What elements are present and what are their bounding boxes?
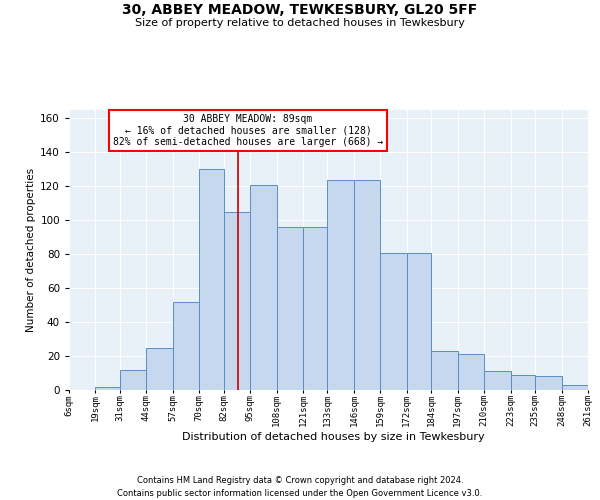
Bar	[120, 370, 146, 390]
Text: Size of property relative to detached houses in Tewkesbury: Size of property relative to detached ho…	[135, 18, 465, 28]
Bar	[303, 227, 328, 390]
Bar	[328, 180, 354, 390]
Bar	[250, 184, 277, 390]
Text: 30, ABBEY MEADOW, TEWKESBURY, GL20 5FF: 30, ABBEY MEADOW, TEWKESBURY, GL20 5FF	[122, 2, 478, 16]
Bar	[173, 302, 199, 390]
Bar	[146, 348, 173, 390]
Y-axis label: Number of detached properties: Number of detached properties	[26, 168, 36, 332]
Bar	[458, 354, 484, 390]
Text: Contains public sector information licensed under the Open Government Licence v3: Contains public sector information licen…	[118, 489, 482, 498]
Bar	[354, 180, 380, 390]
Bar	[199, 170, 224, 390]
Bar	[535, 376, 562, 390]
Bar	[484, 372, 511, 390]
Bar	[277, 227, 303, 390]
Bar	[431, 351, 458, 390]
Bar	[562, 385, 588, 390]
Bar	[407, 252, 431, 390]
Bar	[95, 386, 120, 390]
Text: 30 ABBEY MEADOW: 89sqm
← 16% of detached houses are smaller (128)
82% of semi-de: 30 ABBEY MEADOW: 89sqm ← 16% of detached…	[113, 114, 383, 148]
Bar	[380, 252, 407, 390]
Bar	[224, 212, 250, 390]
Bar	[511, 374, 535, 390]
Text: Contains HM Land Registry data © Crown copyright and database right 2024.: Contains HM Land Registry data © Crown c…	[137, 476, 463, 485]
Text: Distribution of detached houses by size in Tewkesbury: Distribution of detached houses by size …	[182, 432, 484, 442]
